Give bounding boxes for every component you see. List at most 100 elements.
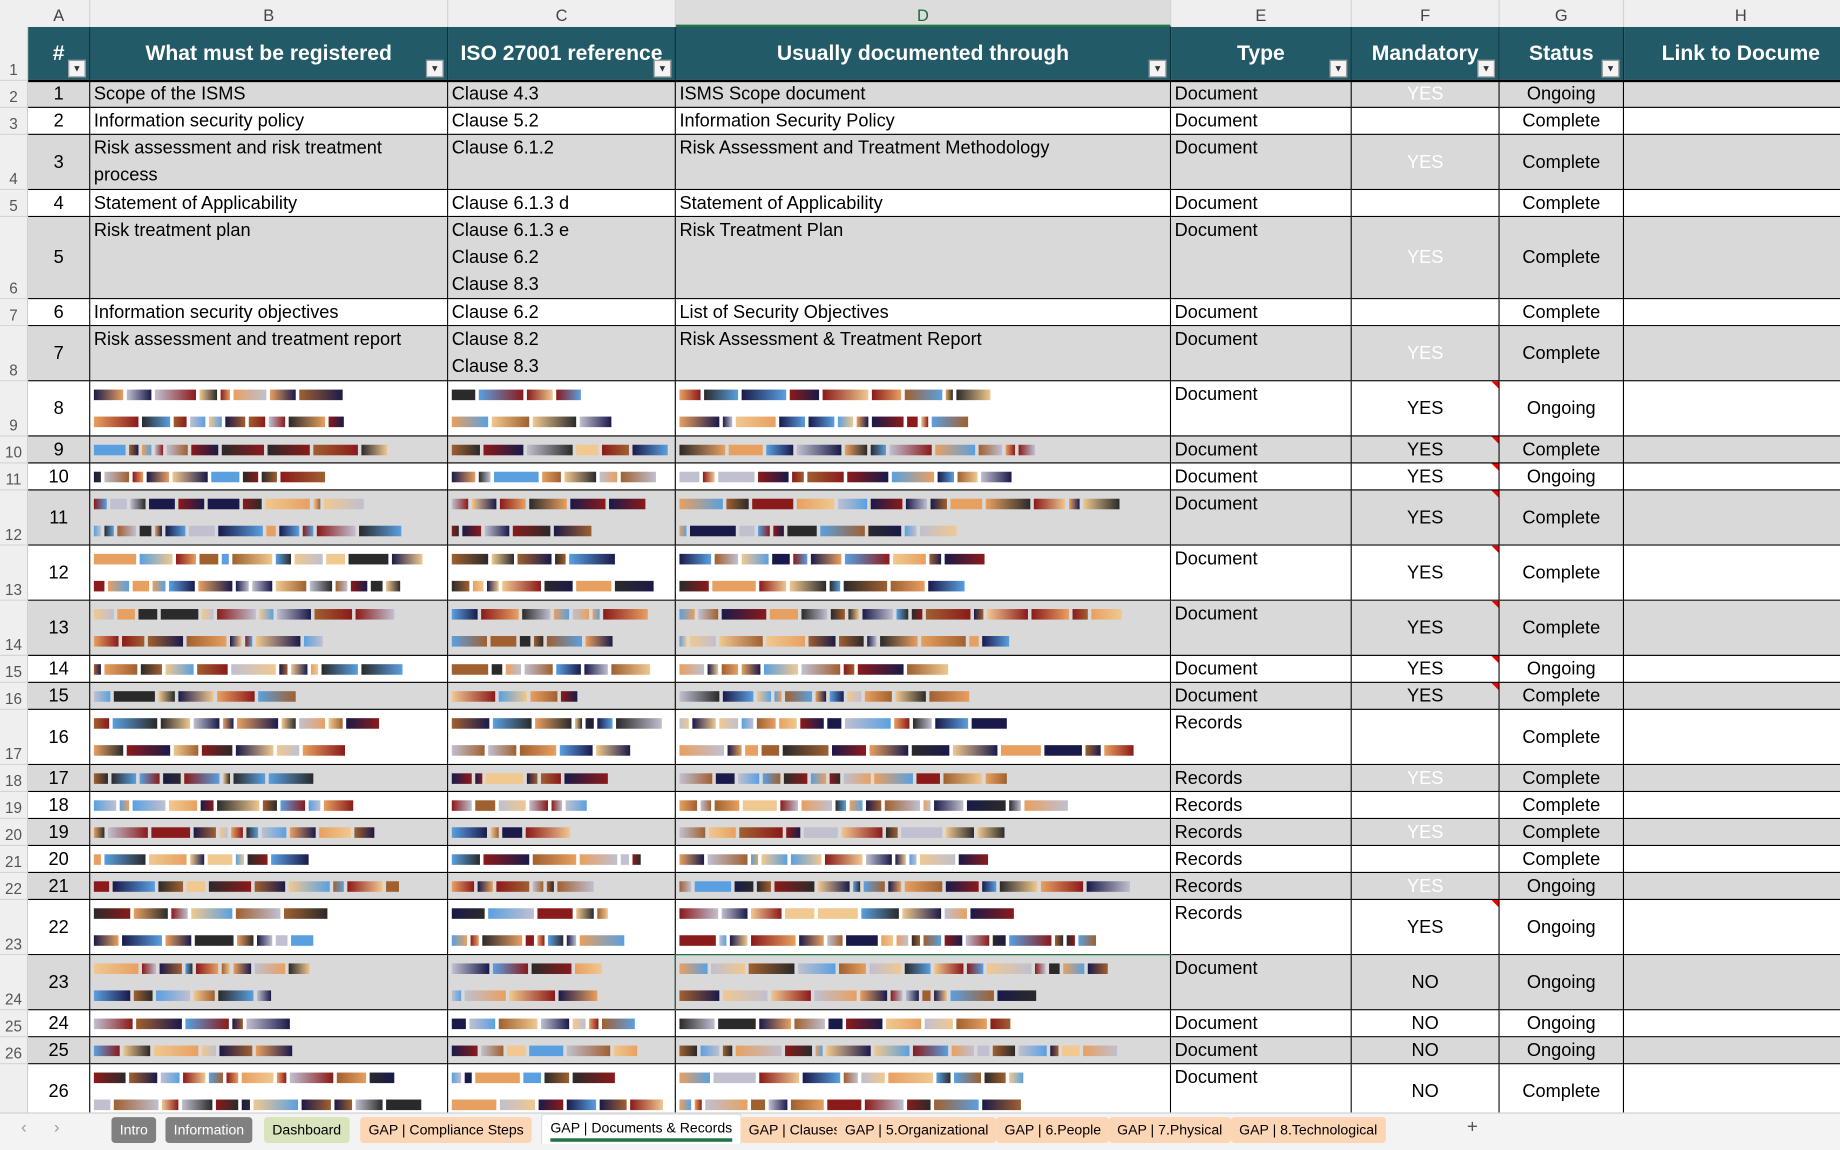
what-cell-redacted[interactable] [90,463,449,491]
status-cell[interactable]: Complete [1499,792,1625,820]
status-cell[interactable]: Ongoing [1499,655,1625,683]
sheet-tab[interactable]: Intro [111,1117,157,1143]
num-cell[interactable]: 8 [28,381,91,437]
mandatory-cell[interactable]: YES [1351,819,1500,847]
doc-cell[interactable]: Statement of Applicability [675,190,1172,218]
comment-indicator-icon[interactable] [1491,655,1499,664]
filter-dropdown-icon[interactable]: ▼ [1329,59,1348,78]
sheet-tab[interactable]: GAP | 8.Technological [1230,1117,1386,1143]
type-cell[interactable]: Document [1171,490,1352,546]
column-header-B[interactable]: B [90,0,449,27]
iso-cell-redacted[interactable] [448,955,676,1011]
num-cell[interactable]: 12 [28,545,91,601]
type-cell[interactable]: Document [1171,463,1352,491]
what-cell-redacted[interactable] [90,436,449,464]
status-cell[interactable]: Complete [1499,490,1625,546]
row-header[interactable]: 16 [0,682,29,710]
iso-cell-redacted[interactable] [448,873,676,901]
mandatory-cell[interactable]: NO [1351,1064,1500,1120]
sheet-tab[interactable]: GAP | 6.People [996,1117,1110,1143]
comment-indicator-icon[interactable] [1491,545,1499,553]
num-cell[interactable]: 7 [28,326,91,382]
what-cell-redacted[interactable] [90,490,449,546]
status-cell[interactable]: Ongoing [1499,1010,1625,1038]
num-cell[interactable]: 9 [28,436,91,464]
column-header-H[interactable]: H [1624,0,1840,27]
doc-cell-redacted[interactable] [675,682,1172,710]
status-cell[interactable]: Ongoing [1499,900,1625,956]
row-header[interactable]: 13 [0,545,29,601]
link-cell[interactable] [1624,792,1840,820]
num-cell[interactable]: 14 [28,655,91,683]
link-cell[interactable] [1624,545,1840,601]
filter-dropdown-icon[interactable]: ▼ [68,59,86,78]
status-cell[interactable]: Ongoing [1499,80,1625,108]
link-cell[interactable] [1624,873,1840,901]
num-cell[interactable]: 23 [28,955,91,1011]
iso-cell-redacted[interactable] [448,846,676,874]
row-header[interactable]: 19 [0,792,29,820]
mandatory-cell[interactable]: YES [1351,299,1500,327]
mandatory-cell[interactable]: YES [1351,463,1500,491]
status-cell[interactable]: Complete [1499,765,1625,793]
doc-cell-redacted[interactable] [675,655,1172,683]
mandatory-cell[interactable]: YES [1351,655,1500,683]
type-cell[interactable]: Document [1171,217,1352,300]
type-cell[interactable]: Document [1171,1064,1352,1120]
link-cell[interactable] [1624,846,1840,874]
row-header[interactable]: 24 [0,955,29,1011]
what-cell[interactable]: Risk treatment plan [90,217,449,300]
sheet-tab[interactable]: GAP | Documents & Records [540,1113,742,1146]
iso-cell-redacted[interactable] [448,819,676,847]
doc-cell[interactable]: Risk Assessment and Treatment Methodolog… [675,134,1172,191]
status-cell[interactable]: Complete [1499,846,1625,874]
iso-cell-redacted[interactable] [448,1010,676,1038]
what-cell[interactable]: Risk assessment and risk treatment proce… [90,134,449,191]
type-cell[interactable]: Records [1171,846,1352,874]
type-cell[interactable]: Records [1171,900,1352,956]
status-cell[interactable]: Ongoing [1499,381,1625,437]
mandatory-cell[interactable]: YES [1351,490,1500,546]
num-cell[interactable]: 2 [28,107,91,135]
mandatory-cell[interactable]: YES [1351,217,1500,300]
sheet-tab[interactable]: GAP | Clauses [740,1117,849,1143]
type-cell[interactable]: Document [1171,682,1352,710]
iso-cell[interactable]: Clause 8.2 Clause 8.3 [448,326,676,382]
link-cell[interactable] [1624,900,1840,956]
status-cell[interactable]: Complete [1499,107,1625,135]
link-cell[interactable] [1624,190,1840,218]
column-header-G[interactable]: G [1500,0,1625,27]
num-cell[interactable]: 16 [28,709,91,766]
type-cell[interactable]: Document [1171,1037,1352,1065]
link-cell[interactable] [1624,299,1840,327]
doc-cell-redacted[interactable] [674,954,1173,1012]
iso-cell-redacted[interactable] [448,545,676,601]
iso-cell-redacted[interactable] [448,1037,676,1065]
doc-cell[interactable]: Risk Treatment Plan [675,217,1172,300]
type-cell[interactable]: Document [1171,436,1352,464]
num-cell[interactable]: 15 [28,682,91,710]
type-cell[interactable]: Document [1171,299,1352,327]
num-cell[interactable]: 18 [28,792,91,820]
mandatory-cell[interactable]: YES [1351,600,1500,656]
doc-cell-redacted[interactable] [675,490,1172,546]
iso-cell-redacted[interactable] [448,792,676,820]
link-cell[interactable] [1624,819,1840,847]
doc-cell-redacted[interactable] [675,846,1172,874]
row-header[interactable]: 8 [0,326,29,382]
what-cell-redacted[interactable] [90,1037,449,1065]
mandatory-cell[interactable]: YES [1351,682,1500,710]
row-header[interactable]: 26 [0,1037,29,1065]
status-cell[interactable]: Ongoing [1499,463,1625,491]
comment-indicator-icon[interactable] [1491,490,1499,498]
link-cell[interactable] [1624,1064,1840,1120]
doc-cell[interactable]: Risk Assessment & Treatment Report [675,326,1172,382]
row-header[interactable]: 10 [0,436,29,464]
doc-cell-redacted[interactable] [675,709,1172,766]
type-cell[interactable]: Document [1171,381,1352,437]
what-cell[interactable]: Scope of the ISMS [90,80,449,108]
doc-cell-redacted[interactable] [675,765,1172,793]
link-cell[interactable] [1624,765,1840,793]
what-cell-redacted[interactable] [90,765,449,793]
iso-cell-redacted[interactable] [448,463,676,491]
